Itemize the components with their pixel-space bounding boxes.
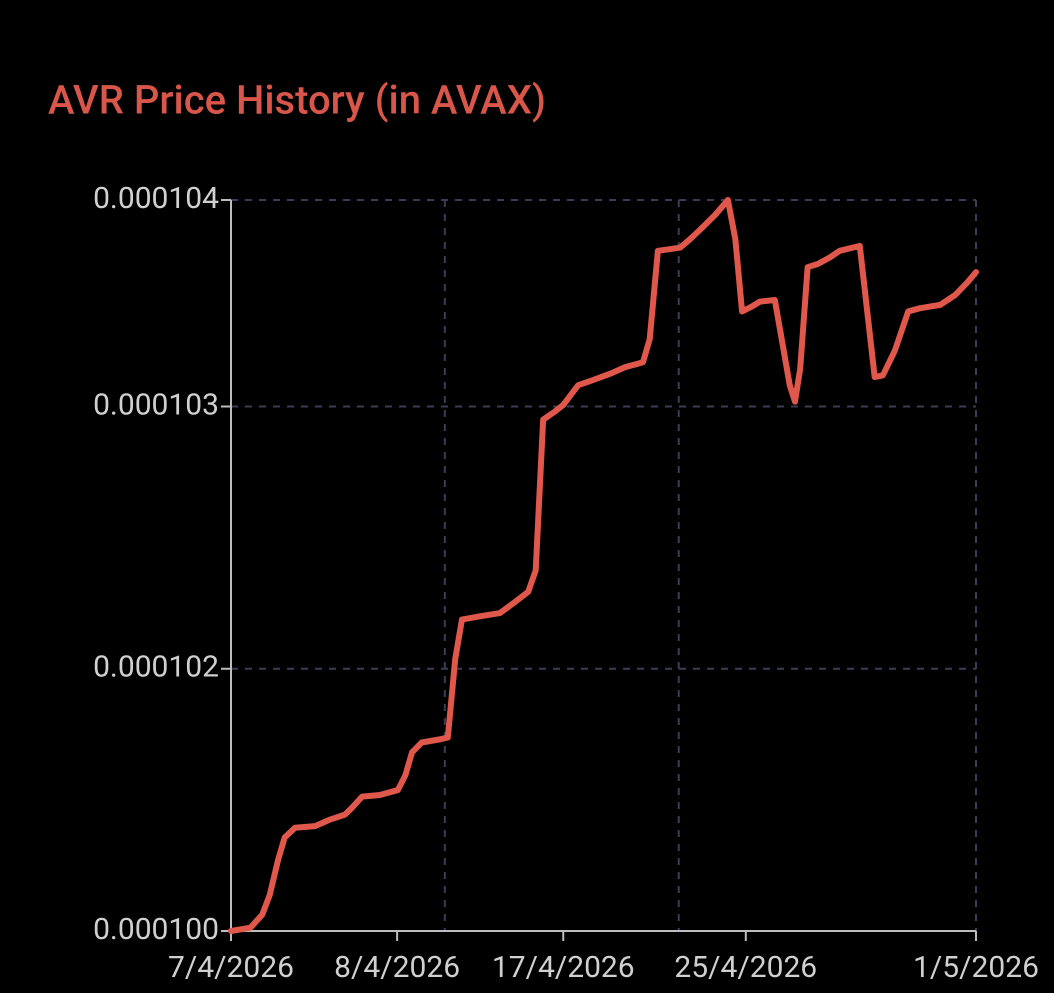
x-tick-label: 25/4/2026 xyxy=(674,950,817,985)
price-line xyxy=(228,197,979,934)
y-tick-label: 0.000100 xyxy=(93,912,219,947)
y-tick-label: 0.000103 xyxy=(93,387,219,422)
x-tick-label: 8/4/2026 xyxy=(334,950,460,985)
y-tick-label: 0.000104 xyxy=(93,181,219,216)
chart-title: AVR Price History (in AVAX) xyxy=(48,77,546,124)
x-tick-label: 1/5/2026 xyxy=(913,950,1039,985)
y-tick-label: 0.000102 xyxy=(93,650,219,685)
x-tick-label: 7/4/2026 xyxy=(168,950,294,985)
x-tick-label: 17/4/2026 xyxy=(492,950,635,985)
